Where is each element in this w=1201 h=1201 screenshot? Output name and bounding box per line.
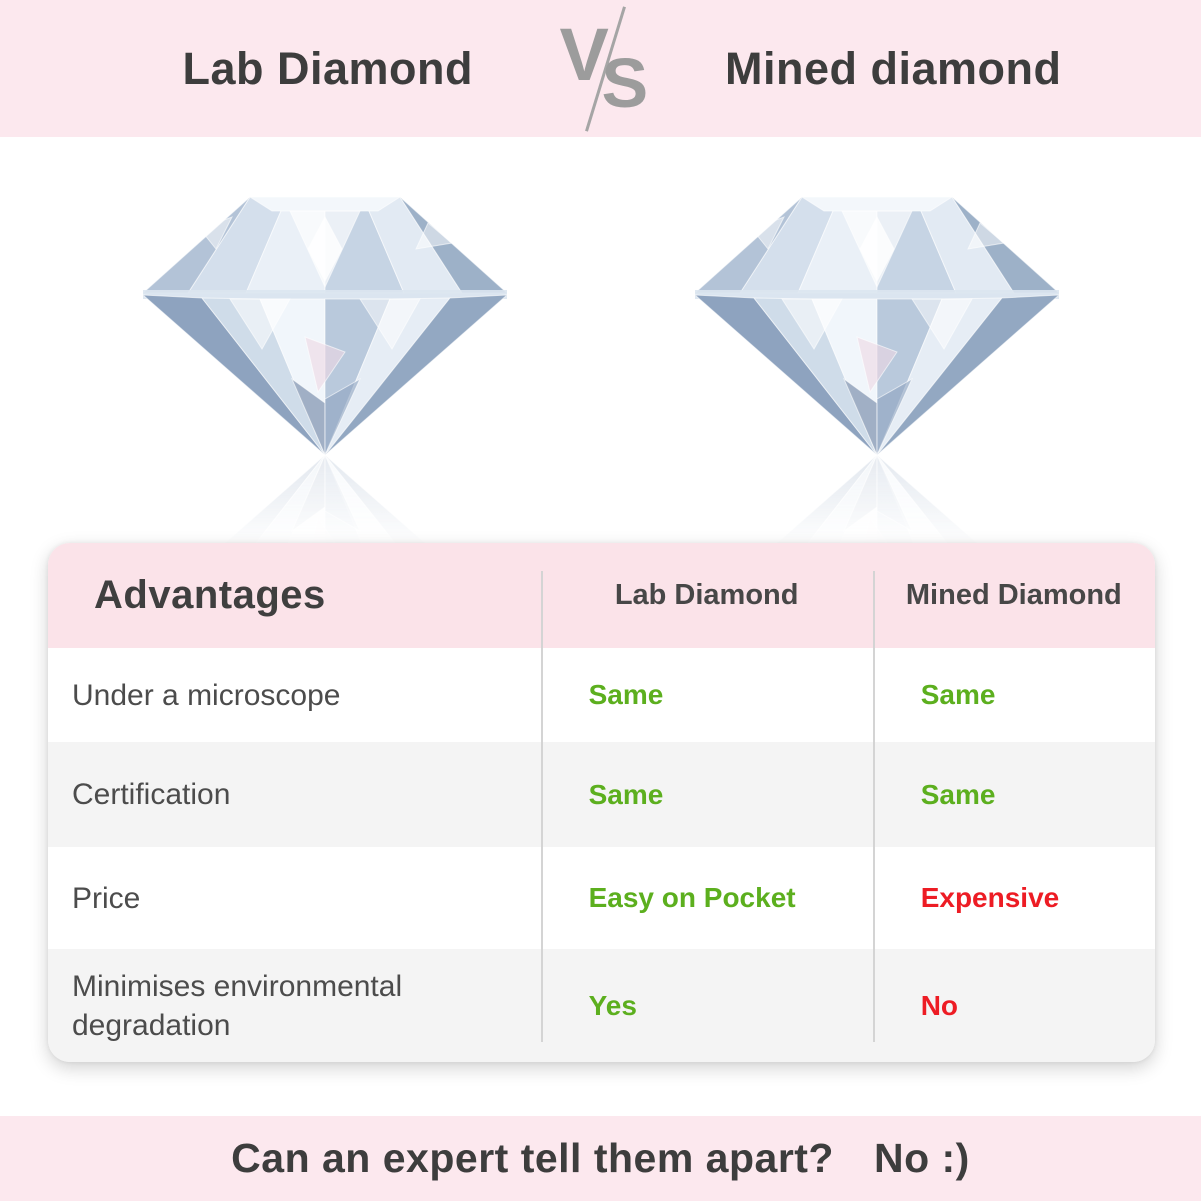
column-header-advantages: Advantages xyxy=(94,573,326,617)
diamond-stage xyxy=(0,137,1201,543)
table-row-environment: Minimises environmental degradation Yes … xyxy=(48,949,1155,1062)
row-label: Certification xyxy=(72,778,231,811)
mined-value: Same xyxy=(920,679,996,710)
lab-diamond-image xyxy=(140,187,510,547)
comparison-table: Advantages Lab Diamond Mined Diamond Und… xyxy=(48,543,1155,1062)
vs-letter-v: V xyxy=(559,13,609,96)
mined-diamond-title: Mined diamond xyxy=(725,42,1062,94)
footer-answer: No :) xyxy=(873,1135,970,1181)
row-label: Price xyxy=(72,881,141,915)
footer-question: Can an expert tell them apart? xyxy=(231,1135,834,1181)
column-divider-1 xyxy=(540,571,543,1042)
title-band: Lab Diamond V S Mined diamond xyxy=(0,0,1201,137)
vs-mark: V S xyxy=(546,0,676,137)
table-row-microscope: Under a microscope Same Same xyxy=(48,648,1155,742)
mined-value: Same xyxy=(920,778,996,810)
row-label: Under a microscope xyxy=(72,678,341,712)
lab-value: Same xyxy=(588,778,664,810)
row-label: Minimises environmental degradation xyxy=(72,969,403,1042)
lab-diamond-title: Lab Diamond xyxy=(182,42,473,94)
table-header-row: Advantages Lab Diamond Mined Diamond xyxy=(48,543,1155,648)
column-divider-2 xyxy=(872,571,875,1042)
table-row-certification: Certification Same Same xyxy=(48,742,1155,847)
table-row-price: Price Easy on Pocket Expensive xyxy=(48,847,1155,949)
lab-value: Same xyxy=(588,679,664,710)
lab-value: Easy on Pocket xyxy=(588,882,796,913)
mined-diamond-image xyxy=(692,187,1062,547)
footer-band: Can an expert tell them apart? No :) xyxy=(0,1116,1201,1201)
mined-value: No xyxy=(920,989,959,1021)
mined-value: Expensive xyxy=(920,882,1060,913)
column-header-lab: Lab Diamond xyxy=(614,579,799,611)
vs-letter-s: S xyxy=(601,44,649,122)
lab-value: Yes xyxy=(588,989,637,1021)
column-header-mined: Mined Diamond xyxy=(905,579,1122,611)
